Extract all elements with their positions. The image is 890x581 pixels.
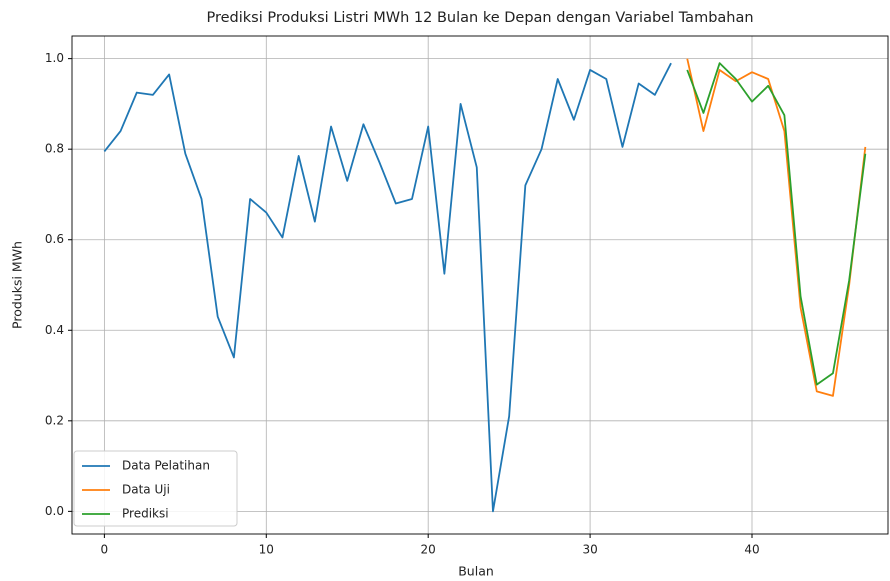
y-axis-label: Produksi MWh bbox=[10, 241, 25, 329]
legend: Data Pelatihan Data Uji Prediksi bbox=[73, 450, 238, 527]
legend-label: Prediksi bbox=[122, 507, 169, 521]
legend-box bbox=[73, 450, 238, 527]
y-tick-label: 1.0 bbox=[45, 51, 64, 65]
y-tick-label: 0.4 bbox=[45, 323, 64, 337]
y-tick-label: 0.8 bbox=[45, 142, 64, 156]
legend-label: Data Uji bbox=[122, 483, 170, 497]
x-tick-label: 40 bbox=[744, 543, 759, 557]
x-tick-label: 30 bbox=[582, 543, 597, 557]
x-tick-label: 0 bbox=[101, 543, 109, 557]
plot-frame bbox=[71, 35, 889, 535]
x-tick-label: 10 bbox=[259, 543, 274, 557]
y-tick-label: 0.0 bbox=[45, 504, 64, 518]
x-axis-label: Bulan bbox=[458, 564, 494, 579]
y-tick-label: 0.2 bbox=[45, 413, 64, 427]
line bbox=[686, 58, 867, 397]
line bbox=[686, 62, 867, 386]
legend-label: Data Pelatihan bbox=[122, 459, 210, 473]
chart-title: Prediksi Produksi Listri MWh 12 Bulan ke… bbox=[206, 10, 753, 26]
y-tick-label: 0.6 bbox=[45, 232, 64, 246]
x-tick-label: 20 bbox=[421, 543, 436, 557]
line bbox=[103, 62, 672, 513]
